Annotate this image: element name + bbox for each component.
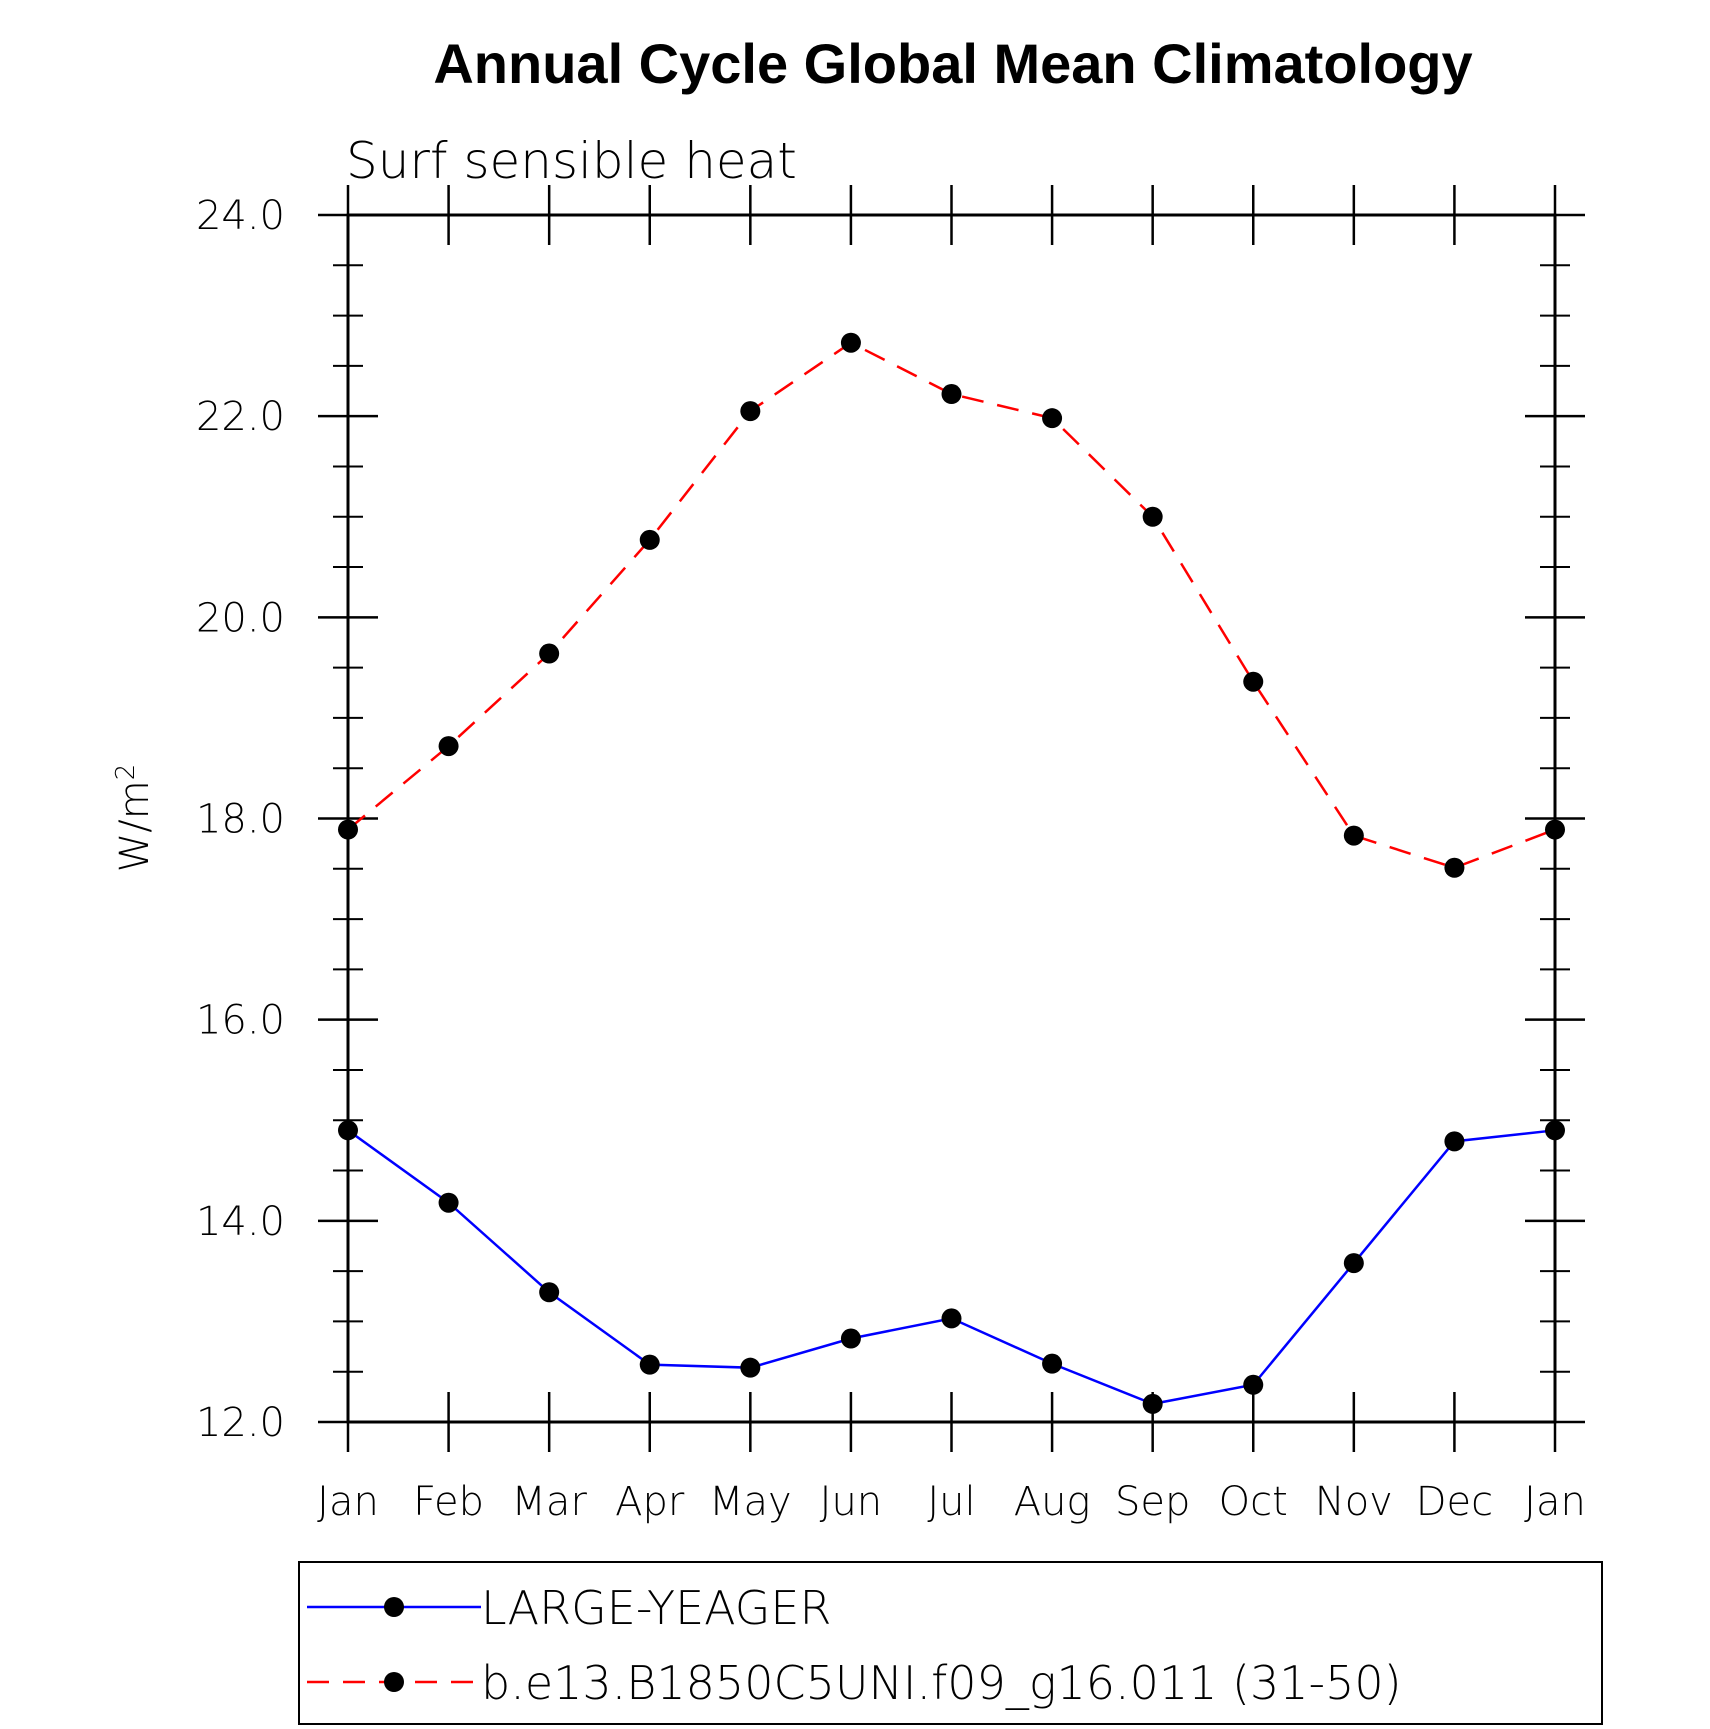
- legend-item-0: LARGE-YEAGER: [307, 1581, 831, 1635]
- series-1-point: [1243, 671, 1264, 692]
- x-tick-label: Dec: [1416, 1479, 1493, 1525]
- x-tick-label: Jul: [927, 1479, 975, 1525]
- x-tick-label: Jan: [317, 1479, 379, 1525]
- series-line-0: [347, 1129, 1556, 1406]
- x-tick-label: Aug: [1014, 1479, 1091, 1525]
- legend-item-1: b.e13.B1850C5UNI.f09_g16.011 (31-50): [307, 1656, 1402, 1710]
- y-tick-label: 12.0: [196, 1400, 285, 1446]
- series-1-point: [1343, 825, 1364, 846]
- series-0-point: [1042, 1353, 1063, 1374]
- series-0-point: [941, 1308, 962, 1329]
- x-tick-label: Jan: [1524, 1479, 1586, 1525]
- series-1-point: [338, 819, 358, 840]
- legend-marker-0: [384, 1597, 404, 1617]
- x-tick-label: Nov: [1315, 1479, 1393, 1525]
- series-0-point: [338, 1120, 358, 1141]
- legend-marker-1: [384, 1672, 404, 1692]
- x-tick-label: Sep: [1115, 1479, 1190, 1525]
- chart-subtitle: Surf sensible heat: [346, 132, 797, 190]
- series-1-point: [1142, 506, 1163, 527]
- series-0-point: [1545, 1120, 1565, 1141]
- series-line-1: [347, 341, 1556, 870]
- x-tick-label: Apr: [615, 1479, 685, 1525]
- series-1-point: [1545, 819, 1565, 840]
- x-tick-label: Feb: [413, 1479, 484, 1525]
- y-tick-label: 14.0: [196, 1199, 285, 1245]
- series-1-point: [438, 736, 459, 757]
- y-tick-labels: 12.0 14.0 16.0 18.0 20.0 22.0 24.0: [196, 193, 285, 1446]
- chart-title: Annual Cycle Global Mean Climatology: [433, 32, 1472, 95]
- series-0-point: [539, 1282, 560, 1303]
- series-1-point: [840, 332, 861, 353]
- axis-ticks: [318, 185, 1585, 1452]
- x-tick-labels: Jan Feb Mar Apr May Jun Jul Aug Sep Oct Nov Dec Jan: [317, 1479, 1586, 1525]
- x-tick-label: May: [709, 1479, 792, 1525]
- series-0-point: [1142, 1393, 1163, 1414]
- legend-box: [298, 1561, 1603, 1725]
- y-axis-label-superscript: 2: [111, 764, 141, 781]
- series-1-point: [740, 401, 761, 422]
- y-tick-label: 22.0: [196, 394, 285, 440]
- series-1-point: [639, 529, 660, 550]
- legend-label-1: b.e13.B1850C5UNI.f09_g16.011 (31-50): [481, 1656, 1402, 1710]
- series-0-point: [740, 1357, 761, 1378]
- x-tick-label: Jun: [820, 1479, 883, 1525]
- y-tick-label: 24.0: [196, 193, 285, 239]
- series-0-point: [438, 1192, 459, 1213]
- x-tick-label: Oct: [1219, 1479, 1288, 1525]
- series-0-point: [639, 1354, 660, 1375]
- y-tick-label: 18.0: [196, 797, 285, 843]
- series-1-point: [1444, 857, 1465, 878]
- series-layer: [338, 332, 1565, 1414]
- series-0-point: [1444, 1131, 1465, 1152]
- series-1-point: [1042, 408, 1063, 429]
- series-0-point: [840, 1328, 861, 1349]
- series-1-point: [539, 643, 560, 664]
- y-tick-label: 16.0: [196, 998, 285, 1044]
- series-1-point: [941, 384, 962, 405]
- y-tick-label: 20.0: [196, 595, 285, 641]
- series-0-point: [1343, 1253, 1364, 1274]
- series-0-point: [1243, 1374, 1264, 1395]
- legend-label-0: LARGE-YEAGER: [481, 1581, 831, 1635]
- y-axis-label: W/m2: [111, 764, 158, 873]
- x-tick-label: Mar: [511, 1479, 587, 1525]
